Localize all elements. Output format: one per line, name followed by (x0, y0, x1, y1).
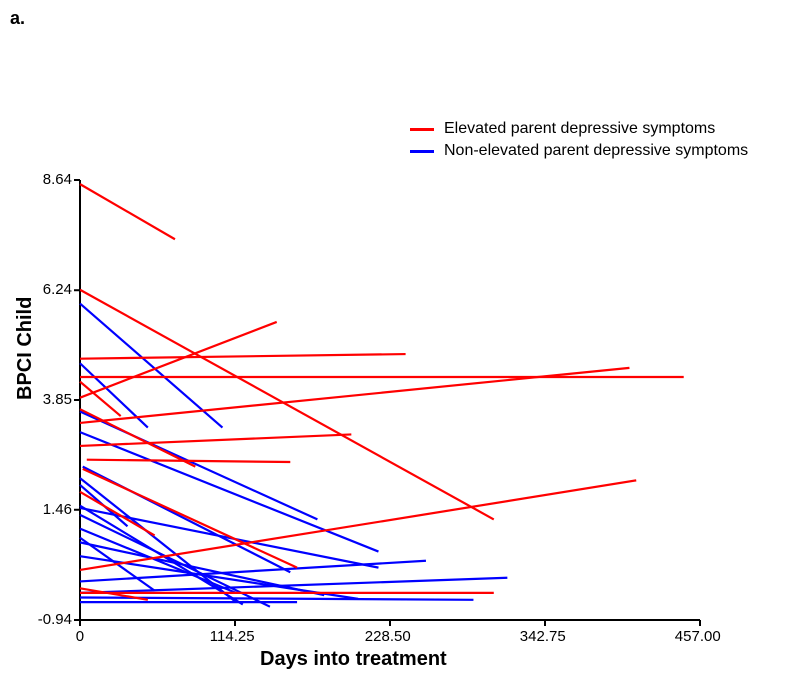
x-tick-label: 457.00 (675, 628, 721, 645)
x-tick-label: 228.50 (365, 628, 411, 645)
elevated-line-1 (80, 290, 494, 520)
legend-item-nonelevated: Non-elevated parent depressive symptoms (410, 142, 748, 160)
legend-label-nonelevated: Non-elevated parent depressive symptoms (444, 142, 748, 160)
nonelevated-line-15 (80, 578, 507, 593)
legend: Elevated parent depressive symptoms Non-… (410, 120, 748, 164)
y-tick-label: 6.24 (22, 281, 72, 298)
y-tick-label: 1.46 (22, 501, 72, 518)
elevated-line-8 (80, 434, 351, 445)
y-tick-label: -0.94 (22, 611, 72, 628)
chart-container: a. Elevated parent depressive symptoms N… (0, 0, 800, 691)
legend-label-elevated: Elevated parent depressive symptoms (444, 120, 715, 138)
plot-area (80, 180, 700, 620)
elevated-line-9 (87, 460, 291, 462)
data-lines (80, 184, 684, 607)
y-tick-label: 3.85 (22, 391, 72, 408)
legend-swatch-nonelevated (410, 150, 434, 153)
nonelevated-line-0 (80, 304, 222, 428)
legend-swatch-elevated (410, 128, 434, 131)
plot-svg (80, 180, 700, 620)
panel-label: a. (10, 8, 25, 29)
x-tick-label: 0 (76, 628, 84, 645)
x-tick-label: 342.75 (520, 628, 566, 645)
x-tick-label: 114.25 (210, 628, 255, 645)
elevated-line-0 (80, 184, 175, 239)
legend-item-elevated: Elevated parent depressive symptoms (410, 120, 748, 138)
y-tick-label: 8.64 (22, 171, 72, 188)
x-axis-label: Days into treatment (260, 648, 447, 671)
y-axis-label: BPCI Child (14, 297, 37, 400)
elevated-line-7 (80, 382, 121, 416)
elevated-line-3 (80, 322, 277, 398)
elevated-line-2 (80, 354, 406, 359)
